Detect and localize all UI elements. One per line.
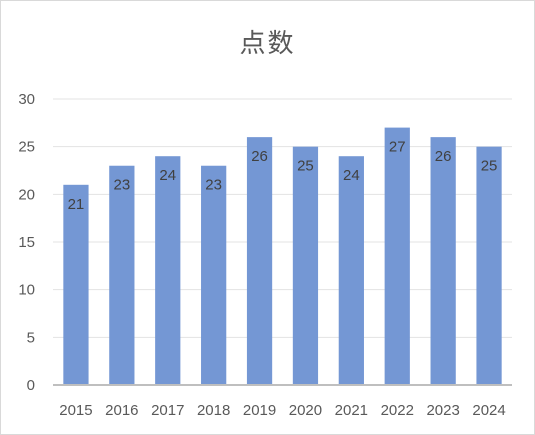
x-tick-label: 2023 bbox=[426, 402, 459, 419]
data-label: 27 bbox=[389, 139, 406, 156]
bar bbox=[246, 137, 273, 385]
data-label: 25 bbox=[297, 158, 314, 175]
x-tick-label: 2020 bbox=[289, 402, 322, 419]
bar bbox=[63, 184, 89, 385]
data-label: 25 bbox=[481, 158, 498, 175]
y-tick-label: 15 bbox=[18, 234, 35, 251]
data-label: 24 bbox=[159, 167, 176, 184]
data-label: 26 bbox=[435, 148, 452, 165]
data-label: 23 bbox=[205, 177, 222, 194]
data-label: 21 bbox=[68, 196, 85, 213]
y-tick-label: 0 bbox=[27, 377, 35, 394]
y-tick-label: 10 bbox=[18, 282, 35, 299]
data-label: 23 bbox=[114, 177, 131, 194]
x-tick-label: 2016 bbox=[105, 402, 138, 419]
bar bbox=[155, 156, 181, 385]
y-tick-label: 30 bbox=[18, 91, 35, 108]
y-tick-label: 20 bbox=[18, 186, 35, 203]
chart-title: 点数 bbox=[239, 29, 296, 59]
bar bbox=[292, 146, 319, 385]
bar bbox=[430, 137, 456, 385]
y-tick-label: 5 bbox=[27, 329, 35, 346]
x-tick-label: 2018 bbox=[197, 402, 230, 419]
data-labels: 21 23 24 23 26 25 24 27 26 25 bbox=[68, 139, 498, 213]
x-tick-label: 2015 bbox=[59, 402, 92, 419]
bar bbox=[201, 165, 227, 385]
data-label: 24 bbox=[343, 167, 360, 184]
x-tick-label: 2017 bbox=[151, 402, 184, 419]
y-axis-ticks: 0 5 10 15 20 25 30 bbox=[18, 91, 35, 394]
bar bbox=[476, 146, 502, 385]
x-tick-label: 2019 bbox=[243, 402, 276, 419]
x-tick-label: 2024 bbox=[472, 402, 505, 419]
bars bbox=[63, 127, 502, 385]
x-tick-label: 2021 bbox=[335, 402, 368, 419]
bar bbox=[109, 165, 135, 385]
y-tick-label: 25 bbox=[18, 139, 35, 156]
x-axis-ticks: 2015 2016 2017 2018 2019 2020 2021 2022 2023 2024 bbox=[59, 402, 505, 419]
x-tick-label: 2022 bbox=[381, 402, 414, 419]
bar bbox=[338, 156, 364, 385]
bar bbox=[384, 127, 410, 385]
data-label: 26 bbox=[251, 148, 268, 165]
